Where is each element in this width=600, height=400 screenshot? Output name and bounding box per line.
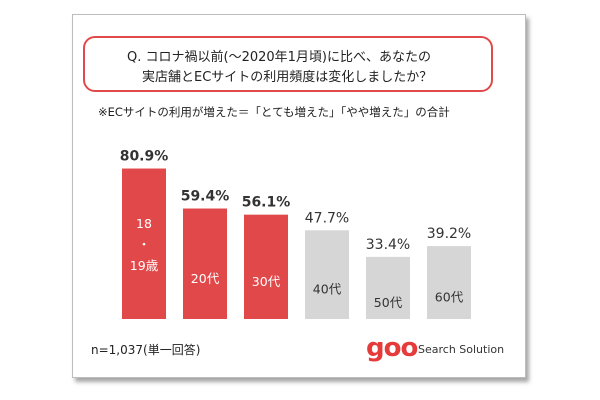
question-line-1: Q. コロナ禍以前(～2020年1月頃)に比べ、あなたの xyxy=(127,50,431,65)
category-label-3: 30代 xyxy=(252,274,281,289)
category-label-4: 40代 xyxy=(313,282,342,297)
bar-3 xyxy=(244,214,288,319)
category-label-2: 20代 xyxy=(191,271,220,286)
value-label-3: 56.1% xyxy=(242,195,291,211)
bar-4 xyxy=(305,230,349,319)
bar-6 xyxy=(427,246,471,319)
bar-1 xyxy=(122,168,166,319)
value-label-5: 33.4% xyxy=(366,237,410,253)
question-line-2: 実店舗とECサイトの利用頻度は変化しましたか？ xyxy=(142,70,433,85)
category-label-6: 60代 xyxy=(435,290,464,305)
category-label-1: 18 ・ 19歳 xyxy=(130,216,159,273)
goo-logo: goo xyxy=(366,333,418,363)
logo-subtitle: Search Solution xyxy=(418,343,505,356)
bar-5 xyxy=(366,256,410,319)
definition-note: ※ECサイトの利用が増えた＝「とても増えた」「やや増えた」の合計 xyxy=(98,105,450,119)
sample-size-note: n=1,037(単一回答) xyxy=(91,343,201,357)
category-label-5: 50代 xyxy=(374,295,403,310)
value-label-2: 59.4% xyxy=(181,189,230,205)
question-box: Q. コロナ禍以前(～2020年1月頃)に比べ、あなたの 実店舗とECサイトの利… xyxy=(83,36,493,92)
value-label-6: 39.2% xyxy=(427,226,471,242)
value-label-1: 80.9% xyxy=(120,149,169,165)
value-label-4: 47.7% xyxy=(305,210,349,226)
bar-2 xyxy=(183,208,227,319)
